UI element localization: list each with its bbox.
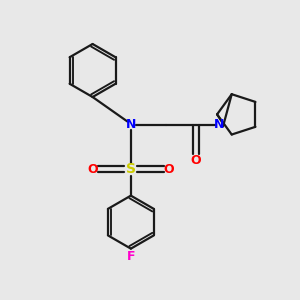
Text: O: O <box>87 163 98 176</box>
Text: N: N <box>126 118 136 131</box>
Text: F: F <box>127 250 135 263</box>
Text: N: N <box>214 118 224 131</box>
Text: S: S <box>126 162 136 176</box>
Text: O: O <box>190 154 201 167</box>
Text: O: O <box>164 163 175 176</box>
